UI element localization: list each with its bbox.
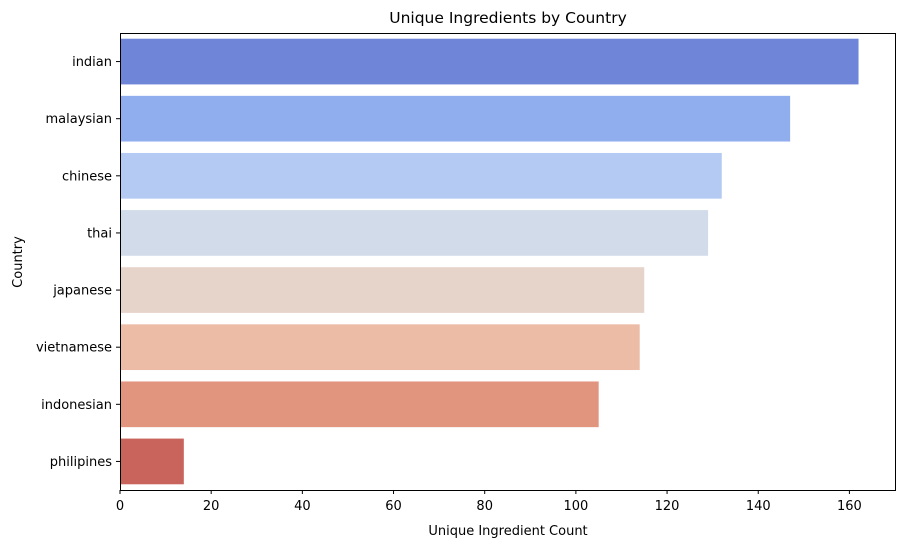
bar-chinese (120, 152, 722, 199)
bar-philipines (120, 438, 184, 485)
x-tick-label: 160 (837, 499, 862, 514)
y-tick-label: chinese (62, 169, 112, 184)
x-tick-label: 40 (294, 499, 311, 514)
x-tick-label: 60 (385, 499, 402, 514)
chart-title: Unique Ingredients by Country (389, 9, 627, 27)
bar-indonesian (120, 381, 599, 428)
bars-group (120, 38, 859, 485)
y-tick-label: thai (87, 226, 112, 241)
x-tick-label: 80 (476, 499, 493, 514)
y-tick-label: indian (72, 55, 112, 70)
x-axis-label: Unique Ingredient Count (428, 524, 587, 539)
x-tick-label: 100 (563, 499, 588, 514)
bar-japanese (120, 267, 645, 313)
bar-vietnamese (120, 324, 640, 371)
x-axis-ticks: 0 20 40 60 80 100 120 140 160 (116, 490, 862, 514)
bar-malaysian (120, 95, 791, 142)
y-tick-label: indonesian (41, 398, 112, 413)
y-tick-label: vietnamese (36, 341, 112, 356)
y-tick-label: malaysian (46, 112, 113, 127)
y-tick-label: philipines (50, 455, 112, 470)
bar-thai (120, 210, 709, 256)
bar-indian (120, 38, 859, 85)
y-axis-ticks: indian malaysian chinese thai japanese vietna… (36, 55, 120, 470)
y-axis-label: Country (11, 236, 26, 288)
plot-frame (120, 33, 896, 491)
x-tick-label: 140 (746, 499, 771, 514)
y-tick-label: japanese (52, 284, 112, 299)
x-tick-label: 0 (116, 499, 124, 514)
x-tick-label: 120 (655, 499, 680, 514)
x-tick-label: 20 (203, 499, 220, 514)
